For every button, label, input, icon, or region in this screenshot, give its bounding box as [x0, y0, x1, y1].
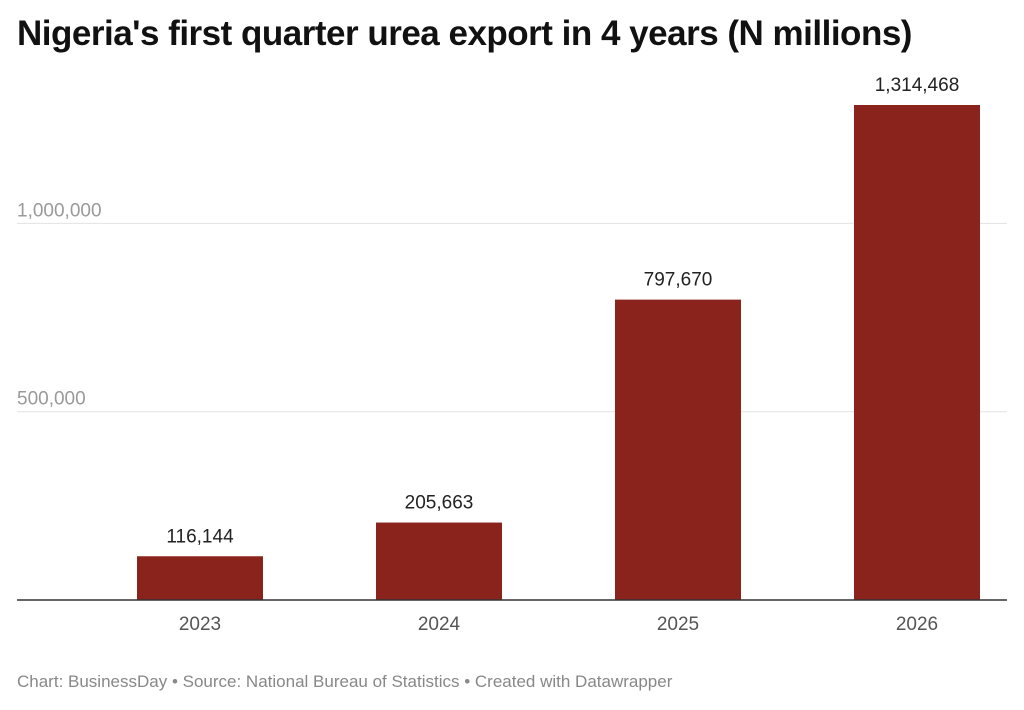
x-tick-label: 2026: [896, 614, 938, 635]
bar-value-label: 797,670: [644, 270, 713, 291]
chart-title: Nigeria's first quarter urea export in 4…: [17, 14, 912, 53]
bar: [137, 556, 263, 600]
bars: [137, 105, 980, 600]
x-tick-label: 2024: [418, 614, 461, 635]
bar-value-label: 1,314,468: [875, 75, 960, 96]
bar: [376, 522, 502, 600]
bar-value-label: 116,144: [166, 526, 234, 547]
chart-footer: Chart: BusinessDay • Source: National Bu…: [17, 672, 673, 691]
x-tick-label: 2025: [657, 614, 699, 635]
y-tick-label: 1,000,000: [17, 200, 102, 221]
x-axis: 2023 2024 2025 2026: [17, 599, 1007, 635]
x-tick-label: 2023: [179, 614, 221, 635]
bar-value-label: 205,663: [405, 493, 474, 514]
bar: [854, 105, 980, 600]
value-labels: 116,144 205,663 797,670 1,314,468: [166, 75, 959, 547]
bar: [615, 299, 741, 600]
y-tick-label: 500,000: [17, 389, 86, 410]
gridlines: 500,000 1,000,000: [17, 200, 1007, 413]
